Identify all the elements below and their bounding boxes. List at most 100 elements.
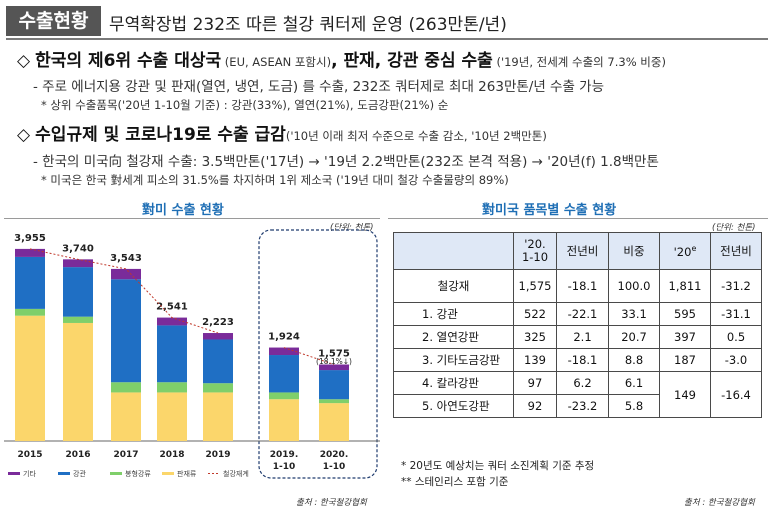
bullet-small-2a: ('10년 이래 최저 수준으로 수출 감소, '10년 2백만톤) (285, 129, 547, 143)
bar-기타-1 (63, 259, 93, 268)
header-yoy2: 전년비 (710, 232, 762, 270)
total-label: 3,955 (14, 233, 46, 244)
bar-판재류-1 (63, 322, 93, 441)
legend-label: 강관 (73, 469, 86, 478)
bar-강관-6 (319, 370, 349, 400)
row-v3: 20.7 (608, 325, 660, 349)
table-row: 5. 아연도강판 92 -23.2 5.8 (393, 394, 762, 418)
bar-봉형강류-3 (157, 382, 187, 393)
bar-봉형강류-4 (203, 383, 233, 393)
detail-line-1: - 주로 에너지용 강관 및 판재(열연, 냉연, 도금) 를 수출, 232조… (33, 79, 605, 95)
bullet-bold-2: 수입규제 및 코로나19로 수출 급감 (35, 125, 286, 145)
table-source: 출처 : 한국철강협회 (684, 498, 755, 508)
row-v5: -3.0 (710, 348, 762, 372)
table-unit: (단위: 천톤) (712, 223, 756, 233)
trend-line-2 (283, 347, 335, 365)
bullet-bold-1b: , 판재, 강관 중심 수출 (331, 51, 493, 71)
legend-label: 봉형강류 (125, 469, 151, 478)
row-v1: 325 (513, 325, 557, 349)
category-label: 2019. (270, 450, 298, 460)
bar-판재류-2 (111, 392, 141, 441)
row-v4: 1,811 (659, 269, 711, 303)
bar-봉형강류-5 (269, 392, 299, 400)
row-v3: 100.0 (608, 269, 660, 303)
header-year20-sup: e (691, 243, 697, 253)
row-v4: 187 (659, 348, 711, 372)
header-period: '20. 1-10 (513, 232, 557, 270)
header-year20: '20e (659, 232, 711, 270)
row-item: 5. 아연도강판 (393, 394, 514, 418)
category-label: 2019 (205, 450, 230, 460)
row-v2: -18.1 (556, 269, 609, 303)
row-merged-v5: -16.4 (710, 371, 762, 418)
row-item: 철강재 (393, 269, 514, 303)
row-v2: 2.1 (556, 325, 609, 349)
legend-swatch (110, 472, 122, 475)
total-label: 3,740 (62, 243, 94, 254)
bar-봉형강류-2 (111, 382, 141, 393)
bar-기타-4 (203, 333, 233, 340)
export-bar-chart: 3,955 2015 3,740 2016 3,543 2017 2,541 2018 2,22… (4, 229, 380, 479)
total-label: 2,541 (156, 302, 188, 313)
legend-label: 철강재계 (223, 469, 249, 478)
change-annotation: (18.1%↓) (316, 357, 352, 366)
bar-판재류-6 (319, 403, 349, 441)
legend-label: 판재류 (177, 469, 197, 478)
bar-판재류-4 (203, 392, 233, 441)
table-note-1: * 20년도 예상치는 쿼터 소진계획 기준 추정 (401, 460, 595, 472)
bar-봉형강류-0 (15, 308, 45, 316)
header-tag: 수출현황 (6, 6, 101, 36)
category-label: 1-10 (323, 462, 346, 472)
chart-source: 출처 : 한국철강협회 (296, 498, 367, 508)
total-label: 3,543 (110, 253, 142, 264)
row-merged-v4: 149 (659, 371, 711, 418)
row-v2: -18.1 (556, 348, 609, 372)
category-label: 1-10 (273, 462, 296, 472)
bullet-main-2: ◇ 수입규제 및 코로나19로 수출 급감('10년 이래 최저 수준으로 수출… (17, 120, 547, 145)
header-yoy: 전년비 (556, 232, 609, 270)
row-item: 2. 열연강판 (393, 325, 514, 349)
row-v3: 5.8 (608, 394, 660, 418)
diamond-icon: ◇ (17, 125, 31, 145)
row-v1: 522 (513, 302, 557, 326)
row-v5: -31.1 (710, 302, 762, 326)
highlight-box (258, 229, 378, 479)
header-year20-text: '20 (673, 244, 692, 259)
chart-title-rule (4, 218, 380, 219)
diamond-icon: ◇ (17, 51, 31, 71)
category-label: 2015 (17, 450, 42, 460)
bar-판재류-5 (269, 399, 299, 441)
row-v3: 33.1 (608, 302, 660, 326)
bar-강관-3 (157, 325, 187, 383)
table-row: 철강재 1,575 -18.1 100.0 1,811 -31.2 (393, 269, 762, 303)
bar-봉형강류-1 (63, 316, 93, 323)
row-v5: 0.5 (710, 325, 762, 349)
legend-swatch (58, 472, 70, 475)
bar-강관-0 (15, 256, 45, 309)
chart-unit: (단위: 천톤) (330, 223, 374, 233)
row-v3: 8.8 (608, 348, 660, 372)
table-note-2: ** 스테인리스 포함 기준 (401, 476, 509, 488)
legend-swatch (8, 472, 20, 475)
row-v4: 595 (659, 302, 711, 326)
bar-기타-6 (319, 364, 349, 371)
bar-기타-5 (269, 347, 299, 356)
header-divider (6, 38, 768, 40)
bar-판재류-3 (157, 392, 187, 441)
bar-강관-2 (111, 279, 141, 383)
category-label: 2018 (159, 450, 184, 460)
row-v2: -22.1 (556, 302, 609, 326)
category-label: 2020. (320, 450, 348, 460)
header-share: 비중 (608, 232, 660, 270)
detail-line-2: - 한국의 미국向 철강재 수출: 3.5백만톤('17년) → '19년 2.… (33, 154, 659, 170)
chart-title: 對미 수출 현황 (142, 203, 224, 218)
bullet-small-1a: (EU, ASEAN 포함시) (221, 55, 332, 69)
row-v2: 6.2 (556, 371, 609, 395)
bar-기타-2 (111, 268, 141, 280)
header-title: 무역확장법 232조 따른 철강 쿼터제 운영 (263만톤/년) (109, 15, 507, 35)
note-line-2: * 미국은 한국 對세계 피소의 31.5%를 차지하며 1위 제소국 ('19… (41, 173, 509, 187)
legend-swatch (162, 472, 174, 475)
bar-기타-3 (157, 317, 187, 326)
row-v1: 92 (513, 394, 557, 418)
header-empty (393, 232, 514, 270)
